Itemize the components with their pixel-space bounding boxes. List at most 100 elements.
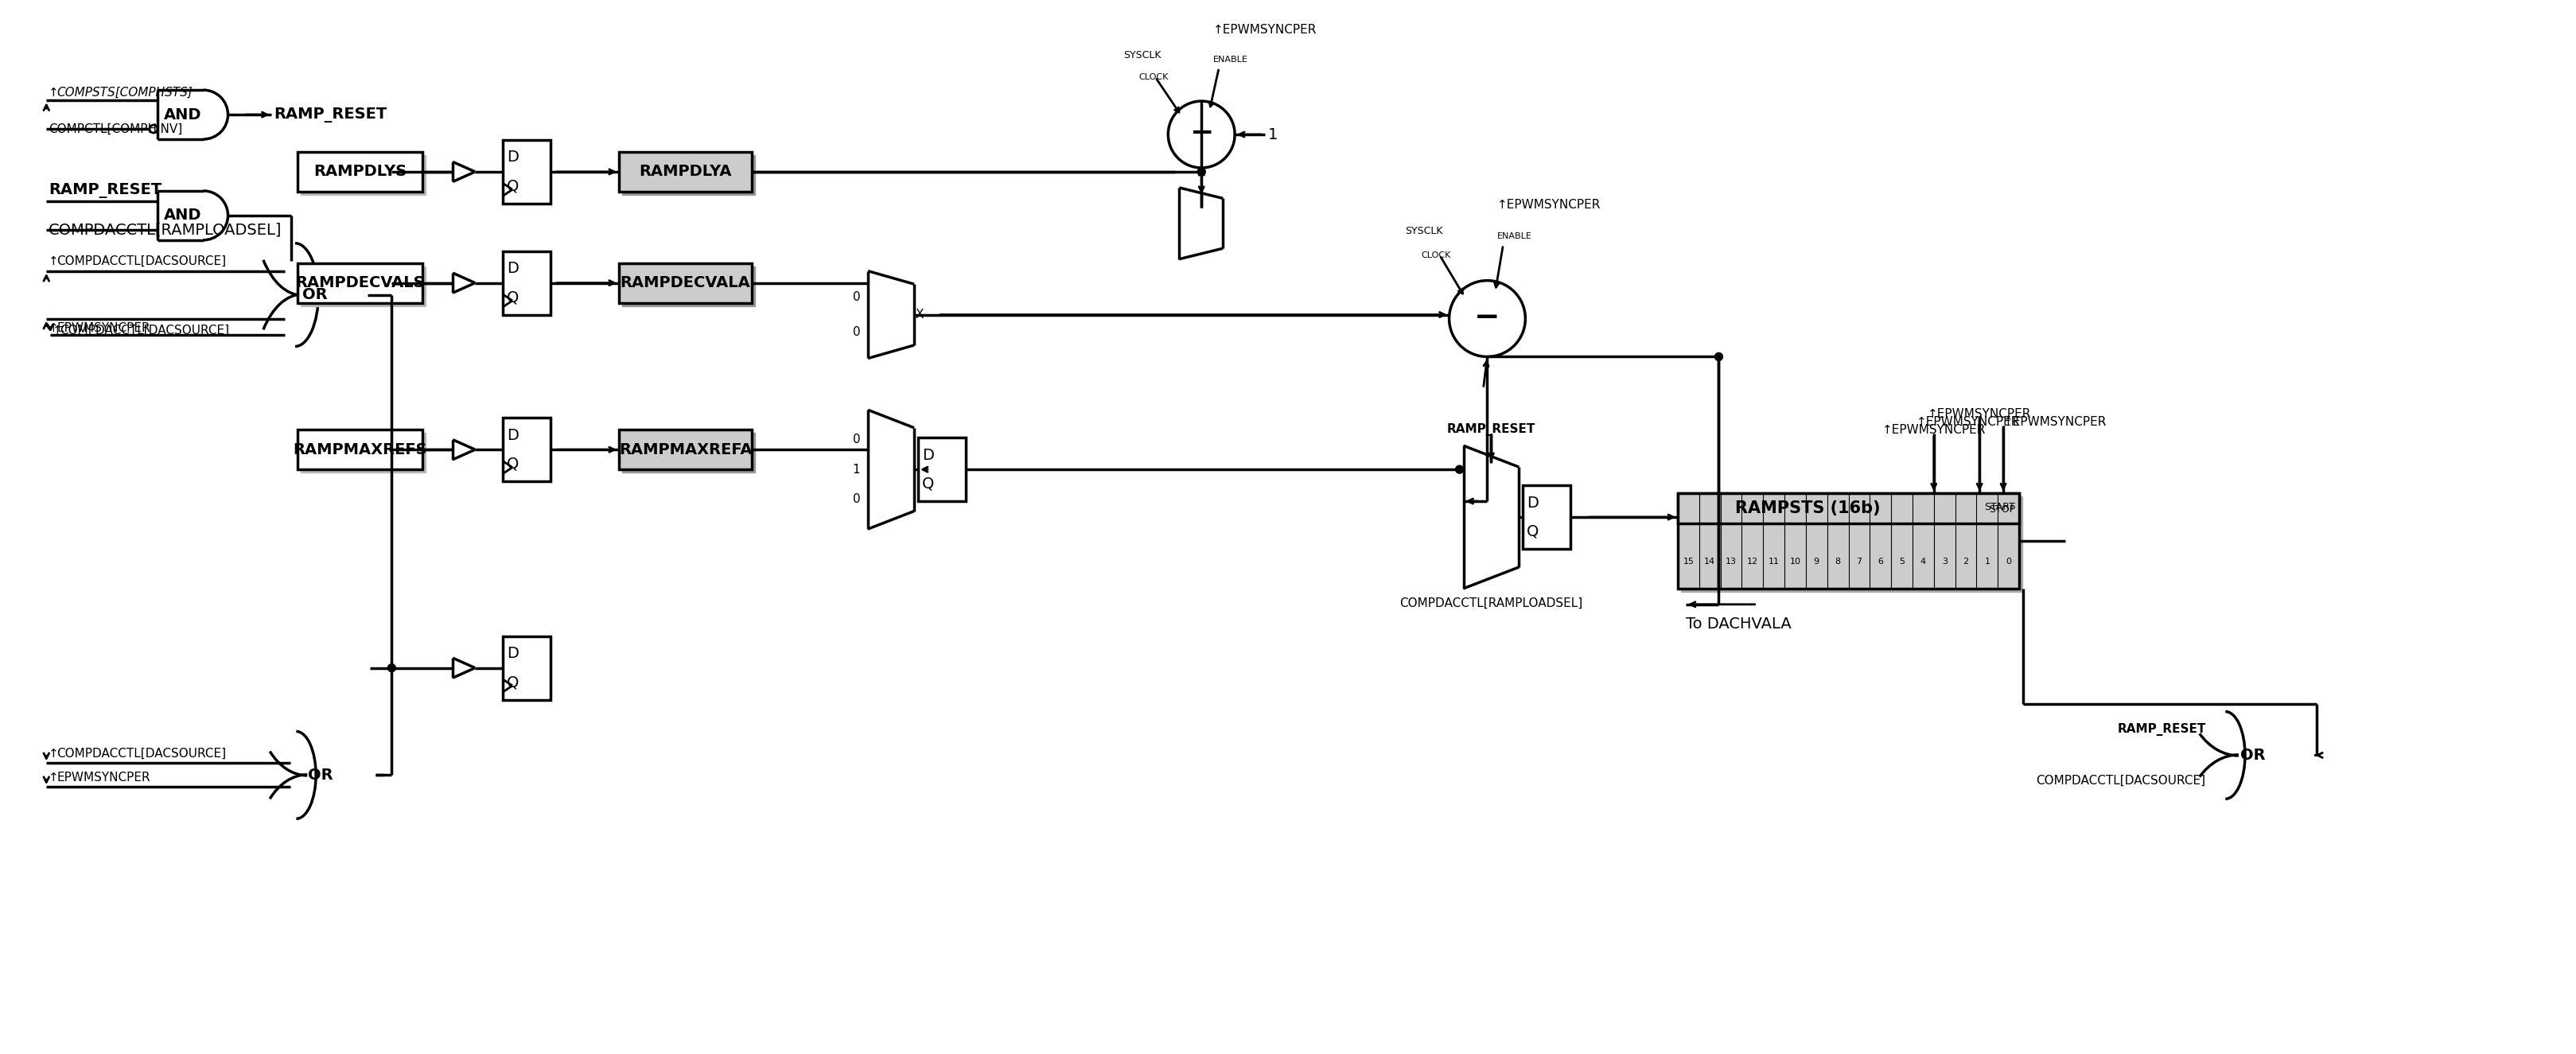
Text: 2: 2 bbox=[1963, 558, 1968, 566]
Text: ↑: ↑ bbox=[49, 86, 59, 98]
Circle shape bbox=[389, 664, 397, 671]
Text: ENABLE: ENABLE bbox=[1213, 56, 1249, 64]
Text: ENABLE: ENABLE bbox=[1497, 232, 1533, 240]
Bar bbox=[502, 251, 551, 315]
Text: ↑: ↑ bbox=[49, 772, 59, 783]
Circle shape bbox=[389, 291, 397, 298]
Text: 0: 0 bbox=[2007, 558, 2012, 566]
Bar bbox=[621, 433, 755, 472]
Text: Q: Q bbox=[507, 178, 518, 194]
Text: 11: 11 bbox=[1767, 558, 1780, 566]
Bar bbox=[296, 430, 422, 469]
Text: Q: Q bbox=[507, 290, 518, 305]
Text: ↑EPWMSYNCPER: ↑EPWMSYNCPER bbox=[1497, 199, 1600, 211]
Text: −: − bbox=[1473, 301, 1499, 332]
Bar bbox=[296, 264, 422, 302]
Text: 0: 0 bbox=[853, 433, 860, 446]
Text: D: D bbox=[507, 646, 518, 661]
Text: STOP: STOP bbox=[1989, 505, 2014, 515]
Text: ↑EPWMSYNCPER: ↑EPWMSYNCPER bbox=[2004, 416, 2107, 428]
Text: 1: 1 bbox=[1267, 126, 1278, 142]
Circle shape bbox=[1450, 280, 1525, 356]
Text: SYSCLK: SYSCLK bbox=[1123, 50, 1162, 60]
Text: ↑: ↑ bbox=[49, 323, 59, 334]
Bar bbox=[618, 430, 752, 469]
Text: ↑EPWMSYNCPER: ↑EPWMSYNCPER bbox=[1883, 424, 1986, 435]
Text: 12: 12 bbox=[1747, 558, 1757, 566]
Circle shape bbox=[1198, 168, 1206, 176]
Text: RAMPDLYS: RAMPDLYS bbox=[314, 164, 407, 179]
Text: OR: OR bbox=[309, 767, 332, 783]
Text: COMPDACCTL[RAMPLOADSEL]: COMPDACCTL[RAMPLOADSEL] bbox=[49, 222, 283, 237]
Text: ↑EPWMSYNCPER: ↑EPWMSYNCPER bbox=[1213, 24, 1316, 36]
Bar bbox=[917, 437, 966, 502]
Text: 1: 1 bbox=[1984, 558, 1989, 566]
Circle shape bbox=[389, 168, 397, 176]
Text: CLOCK: CLOCK bbox=[1422, 251, 1450, 259]
Text: ↑: ↑ bbox=[52, 325, 62, 336]
Bar bbox=[301, 433, 425, 472]
Text: D: D bbox=[507, 261, 518, 276]
Text: COMPDACCTL[DACSOURCE]: COMPDACCTL[DACSOURCE] bbox=[2035, 775, 2205, 786]
Text: 3: 3 bbox=[1942, 558, 1947, 566]
Bar bbox=[1522, 485, 1571, 549]
Text: COMPDACCTL[RAMPLOADSEL]: COMPDACCTL[RAMPLOADSEL] bbox=[1399, 597, 1582, 609]
Bar bbox=[1677, 493, 2020, 524]
Bar bbox=[502, 140, 551, 203]
Text: RAMPMAXREFS: RAMPMAXREFS bbox=[294, 442, 428, 457]
Bar bbox=[502, 637, 551, 700]
Text: 5: 5 bbox=[1899, 558, 1904, 566]
Text: Q: Q bbox=[1528, 524, 1540, 539]
Text: D: D bbox=[1528, 495, 1538, 510]
Text: 1: 1 bbox=[853, 464, 860, 475]
Text: X: X bbox=[914, 309, 925, 320]
Text: Q: Q bbox=[922, 476, 935, 491]
Text: 10: 10 bbox=[1790, 558, 1801, 566]
Bar bbox=[621, 155, 755, 195]
Text: 14: 14 bbox=[1705, 558, 1716, 566]
Text: ↑: ↑ bbox=[49, 255, 59, 268]
Circle shape bbox=[389, 446, 397, 453]
Circle shape bbox=[389, 279, 397, 287]
Text: RAMPDLYA: RAMPDLYA bbox=[639, 164, 732, 179]
Text: 4: 4 bbox=[1919, 558, 1927, 566]
Text: EPWMSYNCPER: EPWMSYNCPER bbox=[57, 772, 149, 783]
Text: −: − bbox=[1190, 119, 1213, 147]
Text: D: D bbox=[507, 428, 518, 443]
Text: Q: Q bbox=[507, 456, 518, 471]
Text: AND: AND bbox=[165, 208, 201, 223]
Text: RAMP_RESET: RAMP_RESET bbox=[273, 108, 386, 122]
Text: RAMPDECVALA: RAMPDECVALA bbox=[621, 275, 750, 291]
Text: 6: 6 bbox=[1878, 558, 1883, 566]
Text: OR: OR bbox=[301, 288, 327, 302]
Text: 8: 8 bbox=[1834, 558, 1842, 566]
Text: ↑: ↑ bbox=[49, 747, 59, 760]
Text: 0: 0 bbox=[853, 291, 860, 304]
Text: To DACHVALA: To DACHVALA bbox=[1685, 617, 1790, 631]
Text: 0: 0 bbox=[853, 493, 860, 505]
Text: RAMPSTS (16b): RAMPSTS (16b) bbox=[1734, 501, 1880, 516]
Text: COMPDACCTL[DACSOURCE]: COMPDACCTL[DACSOURCE] bbox=[59, 325, 229, 336]
Text: 9: 9 bbox=[1814, 558, 1819, 566]
Text: 7: 7 bbox=[1857, 558, 1862, 566]
Text: SYSCLK: SYSCLK bbox=[1404, 227, 1443, 236]
Text: CLOCK: CLOCK bbox=[1139, 74, 1170, 81]
Text: COMPCTL[COMPHINV]: COMPCTL[COMPHINV] bbox=[49, 123, 183, 135]
Text: RAMP_RESET: RAMP_RESET bbox=[2117, 723, 2205, 736]
Text: COMPDACCTL[DACSOURCE]: COMPDACCTL[DACSOURCE] bbox=[57, 255, 227, 268]
Circle shape bbox=[1455, 466, 1463, 473]
Bar bbox=[618, 152, 752, 192]
Text: RAMP_RESET: RAMP_RESET bbox=[49, 182, 162, 198]
Text: D: D bbox=[922, 448, 935, 463]
Bar bbox=[1682, 496, 2022, 591]
Circle shape bbox=[1716, 353, 1723, 360]
Bar bbox=[618, 264, 752, 302]
Text: Q: Q bbox=[507, 675, 518, 689]
Text: 0: 0 bbox=[853, 326, 860, 338]
Bar bbox=[301, 155, 425, 195]
Text: AND: AND bbox=[165, 108, 201, 122]
Text: START: START bbox=[1984, 502, 2014, 512]
Text: D: D bbox=[507, 150, 518, 165]
Text: RAMP_RESET: RAMP_RESET bbox=[1448, 424, 1535, 436]
Text: COMPSTS[COMPHSTS]: COMPSTS[COMPHSTS] bbox=[57, 86, 193, 98]
